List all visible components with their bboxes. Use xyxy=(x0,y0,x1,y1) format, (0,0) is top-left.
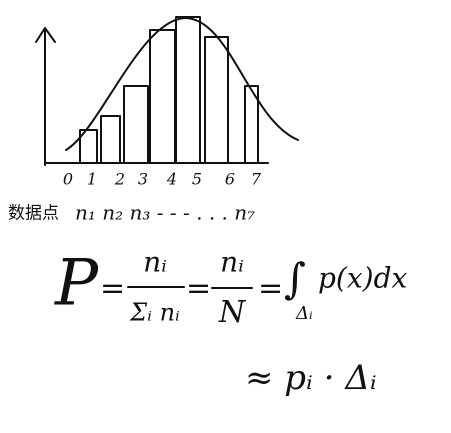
integrand: p(x)dx xyxy=(318,262,407,295)
x-tick-label: 0 xyxy=(63,170,73,189)
fraction-numerator: nᵢ xyxy=(143,246,167,279)
equals: = xyxy=(100,271,125,306)
fraction-denominator: N xyxy=(218,295,247,330)
counts: n₁ n₂ n₃ - - - . . . n₇ xyxy=(75,201,255,225)
data-label: 数据点 xyxy=(8,204,59,224)
formula-lhs: P xyxy=(54,247,99,321)
histogram xyxy=(79,16,259,164)
bar xyxy=(244,85,259,164)
x-tick-label: 3 xyxy=(138,170,148,189)
bar xyxy=(123,85,149,164)
equals: = xyxy=(186,271,211,306)
integral-sign: ∫ xyxy=(284,254,306,303)
fraction-denominator: Σᵢ nᵢ xyxy=(129,299,180,327)
x-tick-label: 4 xyxy=(166,170,177,189)
bar xyxy=(79,129,98,164)
approximation: ≈ pᵢ · Δᵢ xyxy=(245,358,377,398)
y-axis xyxy=(35,27,56,166)
equals: = xyxy=(258,271,283,306)
integral-domain: Δᵢ xyxy=(295,303,313,324)
x-tick-label: 1 xyxy=(87,170,97,189)
x-tick-label: 6 xyxy=(225,170,235,189)
x-tick-label: 7 xyxy=(251,170,262,189)
x-tick-label: 5 xyxy=(192,170,202,189)
fraction-numerator: nᵢ xyxy=(220,246,244,279)
bar xyxy=(100,115,121,164)
density-curve xyxy=(65,17,299,151)
bar xyxy=(175,16,201,164)
x-tick-label: 2 xyxy=(114,170,125,189)
